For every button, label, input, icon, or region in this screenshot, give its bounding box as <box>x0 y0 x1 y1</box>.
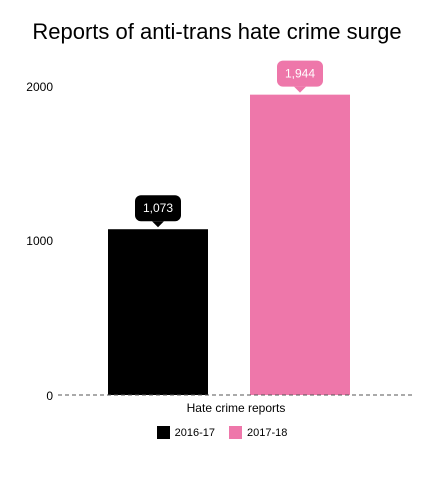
legend-item-2016-17[interactable]: 2016-17 <box>156 426 215 439</box>
legend-label-2016-17: 2016-17 <box>174 426 215 439</box>
data-label-2016-17: 1,073 <box>135 195 181 228</box>
chart-legend: 2016-17 2017-18 <box>0 426 444 439</box>
chart-title: Reports of anti-trans hate crime surge <box>32 19 402 44</box>
data-label-text-2017-18: 1,944 <box>285 67 315 81</box>
legend-swatch-2016-17 <box>156 426 170 439</box>
x-axis-category-label: Hate crime reports <box>186 401 286 415</box>
y-tick-label-0: 0 <box>46 389 53 403</box>
bar-2017-18[interactable] <box>250 94 350 395</box>
bar-2016-17[interactable] <box>108 229 208 395</box>
y-tick-label-2000: 2000 <box>26 80 53 94</box>
legend-item-2017-18[interactable]: 2017-18 <box>229 426 287 439</box>
data-label-2017-18: 1,944 <box>277 60 323 93</box>
legend-swatch-2017-18 <box>229 426 242 439</box>
legend-label-2017-18: 2017-18 <box>247 426 288 439</box>
y-tick-label-1000: 1000 <box>26 234 53 248</box>
data-label-text-2016-17: 1,073 <box>143 201 173 215</box>
